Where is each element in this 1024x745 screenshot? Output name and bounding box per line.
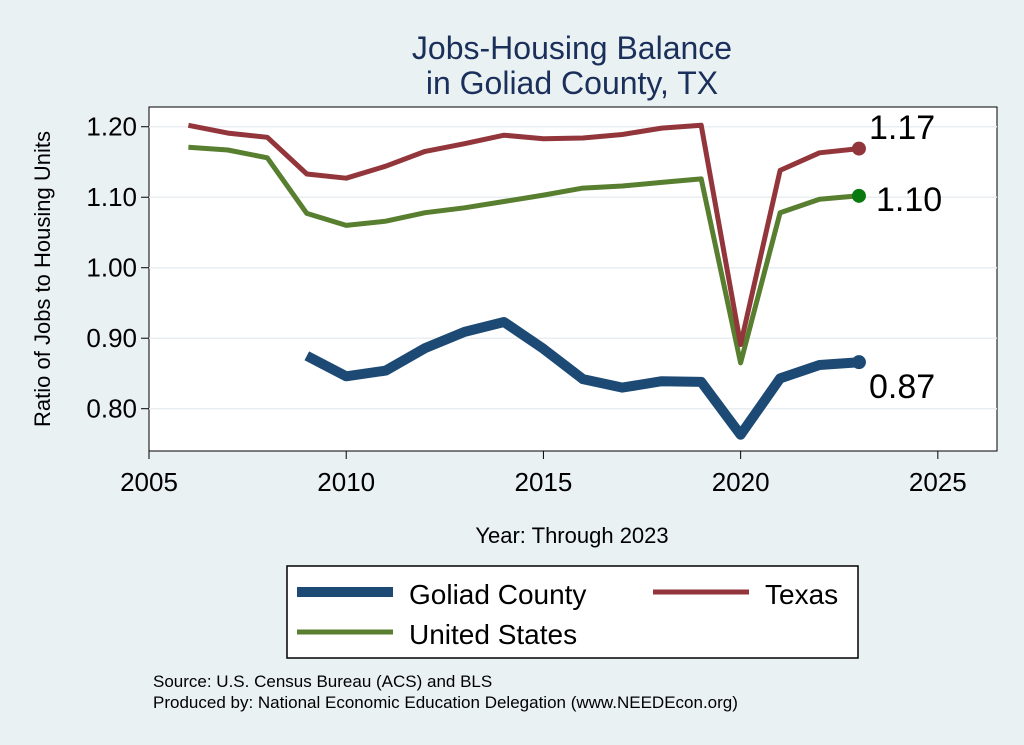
x-tick-label: 2010 xyxy=(317,467,375,497)
end-marker-texas xyxy=(851,141,866,156)
grid-lines xyxy=(149,125,997,410)
goliad-county-end-label: 0.87 xyxy=(869,368,935,406)
producer-note: Produced by: National Economic Education… xyxy=(153,693,738,712)
y-tick-label: 0.90 xyxy=(86,323,137,353)
chart-title-line-1: Jobs-Housing Balance xyxy=(412,30,732,66)
x-tick-label: 2025 xyxy=(909,467,967,497)
x-tick-label: 2005 xyxy=(120,467,178,497)
legend: Goliad County Texas United States xyxy=(286,565,859,659)
legend-label-goliad-county: Goliad County xyxy=(409,579,586,610)
end-marker-united-states xyxy=(851,188,866,203)
x-tick-label: 2015 xyxy=(514,467,572,497)
series-line-united-states xyxy=(188,144,860,366)
end-marker-goliad-county xyxy=(851,355,866,370)
texas-end-label: 1.17 xyxy=(869,109,935,147)
y-tick-label: 0.80 xyxy=(86,394,137,424)
y-axis-title: Ratio of Jobs to Housing Units xyxy=(30,131,55,427)
y-tick-label: 1.20 xyxy=(86,112,137,142)
legend-box xyxy=(286,565,859,659)
x-tick-label: 2020 xyxy=(712,467,770,497)
chart-title-line-2: in Goliad County, TX xyxy=(426,65,718,101)
series-line-texas xyxy=(187,122,860,348)
legend-label-texas: Texas xyxy=(765,579,838,610)
series-lines xyxy=(187,122,860,440)
y-tick-label: 1.00 xyxy=(86,253,137,283)
united-states-end-label: 1.10 xyxy=(876,181,942,219)
legend-label-united-states: United States xyxy=(409,619,577,650)
source-note: Source: U.S. Census Bureau (ACS) and BLS xyxy=(153,672,492,691)
x-axis-title: Year: Through 2023 xyxy=(475,523,668,548)
plot-area xyxy=(148,106,998,452)
axes: 0.80 0.90 1.00 1.10 1.20 2005 2010 2015 2020 2025 xyxy=(86,112,966,497)
y-tick-label: 1.10 xyxy=(86,182,137,212)
end-markers xyxy=(851,141,866,370)
series-line-goliad-county xyxy=(304,317,860,440)
